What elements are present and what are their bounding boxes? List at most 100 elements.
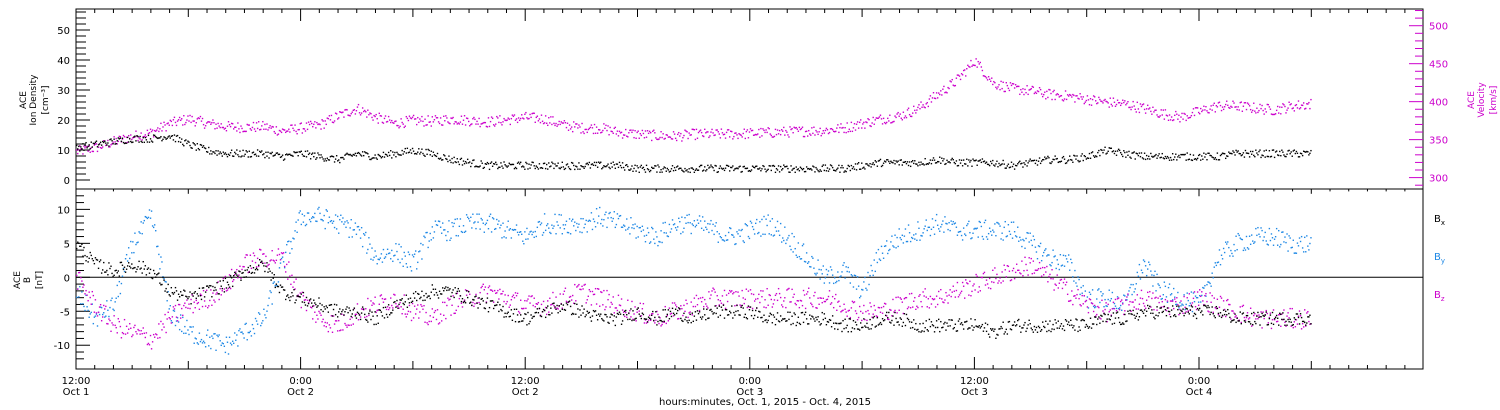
density-point — [362, 154, 365, 157]
bz-point — [792, 296, 794, 298]
by-point — [230, 344, 233, 346]
density-point — [981, 158, 984, 160]
bz-point — [367, 297, 369, 300]
by-point — [1234, 250, 1236, 252]
by-point — [585, 219, 587, 222]
bz-point — [1055, 284, 1057, 287]
density-point — [464, 160, 467, 163]
density-point — [1249, 150, 1252, 153]
velocity-point — [1135, 111, 1137, 113]
bz-point — [1064, 284, 1067, 286]
by-point — [1231, 252, 1233, 255]
by-point — [692, 224, 695, 227]
velocity-point — [684, 129, 686, 131]
by-point — [172, 309, 175, 312]
by-point — [899, 237, 901, 239]
by-point — [751, 225, 754, 228]
density-point — [734, 168, 736, 170]
by-point — [338, 232, 340, 234]
velocity-point — [652, 130, 654, 132]
by-point — [326, 210, 328, 212]
bz-point — [1114, 298, 1117, 301]
by-point — [495, 227, 497, 230]
density-point — [479, 165, 481, 167]
bz-point — [670, 312, 673, 315]
bz-point — [271, 249, 273, 252]
bz-point — [139, 333, 141, 335]
by-point — [688, 213, 690, 216]
bz-point — [712, 287, 714, 289]
velocity-point — [620, 131, 623, 134]
density-point — [1097, 151, 1099, 154]
velocity-point — [570, 126, 573, 128]
bz-point — [399, 301, 401, 304]
bz-point — [917, 306, 919, 309]
density-point — [1085, 158, 1088, 160]
density-point — [466, 158, 469, 161]
bz-point — [428, 320, 430, 323]
by-point — [760, 235, 762, 237]
bz-point — [845, 311, 847, 313]
velocity-point — [404, 125, 406, 127]
bz-point — [300, 306, 302, 309]
by-point — [763, 215, 765, 218]
density-point — [909, 165, 912, 168]
velocity-point — [460, 115, 463, 117]
by-point — [1192, 292, 1195, 294]
velocity-point — [805, 130, 808, 133]
bz-point — [454, 312, 456, 314]
by-point — [1308, 249, 1310, 251]
by-point — [249, 330, 252, 333]
velocity-point — [163, 121, 165, 124]
bz-point — [1095, 315, 1097, 317]
by-point — [903, 235, 906, 237]
bz-point — [931, 297, 934, 300]
bz-point — [1164, 298, 1167, 301]
by-point — [683, 227, 685, 229]
velocity-point — [732, 138, 734, 140]
bz-point — [737, 291, 739, 293]
velocity-point — [325, 123, 327, 126]
bz-point — [257, 265, 260, 268]
density-point — [964, 163, 966, 165]
velocity-point — [121, 138, 124, 140]
bz-point — [1127, 293, 1129, 295]
velocity-point — [276, 134, 279, 136]
velocity-point — [1095, 100, 1097, 102]
velocity-point — [167, 122, 169, 124]
velocity-point — [647, 132, 650, 135]
velocity-point — [299, 122, 301, 125]
velocity-point — [425, 124, 427, 126]
by-point — [635, 237, 637, 239]
velocity-point — [571, 130, 574, 133]
by-point — [166, 300, 168, 302]
velocity-point — [1197, 111, 1200, 114]
by-point — [358, 229, 361, 231]
by-point — [1130, 283, 1132, 286]
density-point — [1278, 154, 1280, 157]
velocity-point — [1196, 107, 1199, 109]
by-point — [956, 234, 959, 236]
bz-point — [1006, 265, 1009, 267]
bz-point — [120, 337, 123, 339]
bz-point — [787, 288, 789, 290]
density-point — [944, 163, 946, 166]
by-point — [758, 231, 760, 234]
density-point — [496, 163, 498, 166]
by-point — [1157, 283, 1159, 285]
bz-point — [978, 286, 980, 288]
bz-point — [886, 315, 888, 317]
bz-point — [844, 308, 846, 310]
density-point — [435, 155, 438, 158]
bz-point — [872, 313, 874, 315]
by-point — [213, 333, 215, 335]
density-point — [285, 154, 287, 156]
bz-point — [1209, 292, 1211, 294]
bz-point — [1060, 278, 1063, 281]
by-point — [620, 226, 623, 228]
bz-point — [520, 299, 522, 301]
by-point — [630, 217, 632, 219]
bz-point — [191, 294, 193, 296]
by-point — [557, 224, 559, 227]
density-point — [659, 171, 661, 173]
